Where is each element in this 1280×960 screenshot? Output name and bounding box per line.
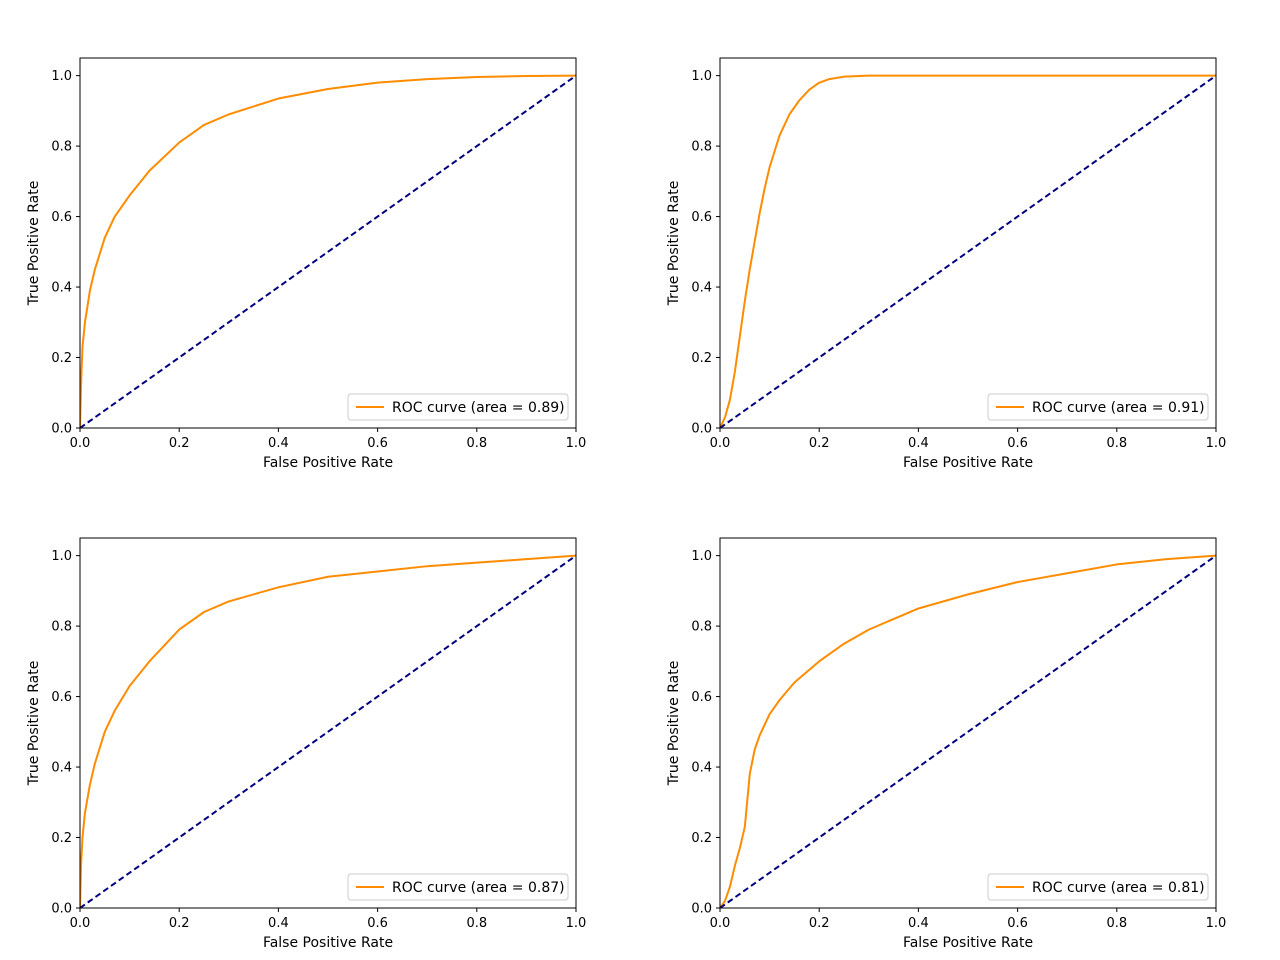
y-tick-label: 0.0	[691, 422, 712, 437]
y-tick-label: 0.0	[51, 902, 72, 917]
x-tick-label: 0.8	[1106, 436, 1127, 451]
y-tick-label: 0.6	[691, 690, 712, 705]
roc-curve-line	[720, 554, 1216, 908]
y-tick-label: 0.8	[51, 620, 72, 635]
x-tick-label: 0.2	[809, 916, 830, 931]
legend-box	[347, 393, 569, 421]
y-tick-label: 0.2	[691, 351, 712, 366]
y-tick-label: 1.0	[691, 549, 712, 564]
y-tick-label: 0.2	[691, 831, 712, 846]
axes-frame	[79, 57, 577, 429]
y-tick-label: 0.8	[51, 140, 72, 155]
chance-diagonal-line	[80, 74, 576, 428]
y-tick-label: 1.0	[51, 69, 72, 84]
y-tick-label: 0.0	[691, 902, 712, 917]
x-tick-label: 0.6	[367, 916, 388, 931]
x-tick-label: 0.0	[70, 436, 91, 451]
axes-frame	[719, 537, 1217, 909]
legend: ROC curve (area = 0.81)	[987, 873, 1209, 901]
x-tick-label: 0.6	[367, 436, 388, 451]
x-tick-label: 0.0	[710, 436, 731, 451]
x-tick-label: 0.4	[268, 436, 289, 451]
y-tick-label: 1.0	[51, 549, 72, 564]
y-axis-label: True Positive Rate	[666, 181, 682, 307]
roc-panel-1: 0.0 0.2 0.4 0.6 0.8 1.0 0.0 0.2 0.4 0.6 0.8 1.0 Fals…	[26, 57, 587, 471]
x-tick-label: 0.8	[466, 916, 487, 931]
x-tick-label: 0.4	[268, 916, 289, 931]
x-tick-label: 1.0	[1206, 436, 1227, 451]
legend: ROC curve (area = 0.89)	[347, 393, 569, 421]
x-axis-label: False Positive Rate	[263, 935, 393, 951]
x-tick-label: 0.8	[466, 436, 487, 451]
roc-curve-line	[80, 74, 576, 428]
y-tick-label: 0.2	[51, 831, 72, 846]
y-tick-label: 0.4	[51, 281, 72, 296]
x-tick-label: 0.0	[710, 916, 731, 931]
chance-diagonal-line	[80, 554, 576, 908]
legend: ROC curve (area = 0.87)	[347, 873, 569, 901]
x-tick-label: 0.2	[809, 436, 830, 451]
y-tick-label: 1.0	[691, 69, 712, 84]
axes-frame	[719, 57, 1217, 429]
axes-frame	[79, 537, 577, 909]
roc-panel-2: 0.0 0.2 0.4 0.6 0.8 1.0 0.0 0.2 0.4 0.6 0.8 1.0 Fals…	[666, 57, 1227, 471]
roc-panel-4: 0.0 0.2 0.4 0.6 0.8 1.0 0.0 0.2 0.4 0.6 0.8 1.0 Fals…	[666, 537, 1227, 951]
x-axis-label: False Positive Rate	[263, 455, 393, 471]
x-tick-label: 1.0	[566, 436, 587, 451]
y-tick-label: 0.6	[51, 690, 72, 705]
legend-label: ROC curve (area = 0.81)	[1032, 880, 1205, 896]
x-tick-label: 0.4	[908, 916, 929, 931]
roc-curve-line	[720, 74, 1216, 428]
y-tick-label: 0.0	[51, 422, 72, 437]
legend-box	[347, 873, 569, 901]
y-tick-label: 0.6	[51, 210, 72, 225]
x-tick-label: 0.6	[1007, 436, 1028, 451]
legend-label: ROC curve (area = 0.89)	[392, 400, 565, 416]
y-tick-label: 0.2	[51, 351, 72, 366]
legend-box	[987, 873, 1209, 901]
y-tick-label: 0.8	[691, 620, 712, 635]
x-tick-label: 1.0	[1206, 916, 1227, 931]
roc-panel-3: 0.0 0.2 0.4 0.6 0.8 1.0 0.0 0.2 0.4 0.6 0.8 1.0 Fals…	[26, 537, 587, 951]
x-axis-label: False Positive Rate	[903, 935, 1033, 951]
y-tick-label: 0.4	[691, 761, 712, 776]
chance-diagonal-line	[720, 74, 1216, 428]
y-tick-label: 0.8	[691, 140, 712, 155]
legend-label: ROC curve (area = 0.87)	[392, 880, 565, 896]
x-axis-label: False Positive Rate	[903, 455, 1033, 471]
y-tick-label: 0.4	[691, 281, 712, 296]
legend-label: ROC curve (area = 0.91)	[1032, 400, 1205, 416]
roc-curve-line	[80, 554, 576, 908]
chance-diagonal-line	[720, 554, 1216, 908]
legend-box	[987, 393, 1209, 421]
x-tick-label: 1.0	[566, 916, 587, 931]
y-tick-label: 0.6	[691, 210, 712, 225]
y-tick-label: 0.4	[51, 761, 72, 776]
legend: ROC curve (area = 0.91)	[987, 393, 1209, 421]
x-tick-label: 0.0	[70, 916, 91, 931]
x-tick-label: 0.2	[169, 436, 190, 451]
x-tick-label: 0.4	[908, 436, 929, 451]
y-axis-label: True Positive Rate	[26, 661, 42, 787]
x-tick-label: 0.2	[169, 916, 190, 931]
y-axis-label: True Positive Rate	[666, 661, 682, 787]
y-axis-label: True Positive Rate	[26, 181, 42, 307]
x-tick-label: 0.6	[1007, 916, 1028, 931]
x-tick-label: 0.8	[1106, 916, 1127, 931]
